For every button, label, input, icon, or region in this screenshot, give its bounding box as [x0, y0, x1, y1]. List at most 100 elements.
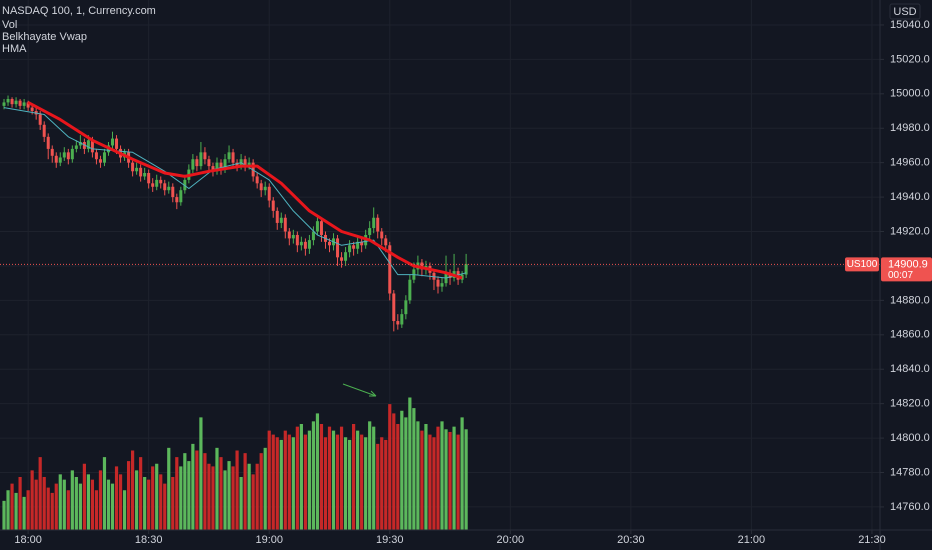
- candle-body: [38, 114, 42, 125]
- countdown-label: 00:07: [888, 270, 913, 281]
- volume-bar: [416, 421, 420, 530]
- candle-body: [271, 200, 275, 211]
- volume-bar: [167, 447, 171, 530]
- volume-bar: [139, 457, 143, 530]
- volume-bar: [267, 430, 271, 530]
- volume-bar: [207, 463, 211, 530]
- y-tick-label: 15020.0: [890, 53, 930, 65]
- price-tag: [881, 257, 932, 282]
- volume-bar: [110, 483, 115, 530]
- candle-body: [203, 152, 207, 160]
- volume-bar: [311, 421, 316, 530]
- volume-bar: [94, 490, 99, 530]
- candle-body: [263, 186, 267, 191]
- candle-body: [392, 293, 396, 322]
- volume-bar: [151, 466, 155, 530]
- volume-bar: [279, 439, 283, 530]
- legend-entry: Belkhayate Vwap: [2, 31, 87, 43]
- candle-body: [420, 262, 424, 270]
- volume-bar: [243, 453, 247, 530]
- volume-bar: [412, 408, 416, 530]
- candle-body: [46, 136, 50, 149]
- candle-body: [18, 100, 22, 106]
- candle-body: [54, 155, 58, 163]
- y-tick-label: 14860.0: [890, 329, 930, 341]
- candle-body: [259, 183, 263, 191]
- volume-bar: [456, 434, 460, 530]
- candle-body: [2, 102, 6, 106]
- volume-bar: [6, 490, 10, 530]
- volume-bar: [255, 463, 259, 530]
- candle-body: [211, 166, 215, 172]
- volume-bar: [98, 470, 103, 530]
- candle-body: [440, 283, 444, 287]
- volume-bar: [143, 477, 147, 530]
- candle-body: [14, 100, 18, 105]
- volume-bar: [42, 477, 46, 530]
- candle-body: [163, 183, 167, 191]
- volume-bar: [352, 424, 356, 530]
- volume-bar: [159, 474, 163, 530]
- candle-body: [30, 107, 34, 112]
- volume-bar: [319, 424, 324, 530]
- volume-bar: [315, 413, 320, 530]
- candle-body: [90, 140, 94, 153]
- symbol-label: US100: [847, 259, 878, 270]
- candle-body: [167, 186, 171, 191]
- candle-body: [175, 197, 179, 203]
- volume-bar: [380, 437, 384, 530]
- volume-bar: [239, 477, 243, 530]
- volume-bar: [283, 430, 287, 530]
- candle-body: [131, 162, 135, 172]
- candle-body: [159, 179, 163, 184]
- volume-bar: [46, 487, 50, 530]
- volume-bar: [102, 457, 107, 530]
- volume-bar: [247, 463, 251, 530]
- volume-bar: [118, 474, 123, 530]
- volume-bar: [432, 437, 436, 530]
- candle-body: [62, 152, 66, 158]
- arrow-annotation: [342, 383, 377, 397]
- volume-bar: [62, 479, 66, 530]
- candle-body: [380, 231, 384, 239]
- candle-body: [66, 152, 70, 160]
- volume-bar: [295, 426, 299, 530]
- volume-bar: [147, 479, 151, 530]
- volume-bar: [131, 450, 135, 530]
- candle-body: [400, 314, 404, 325]
- y-tick-label: 14920.0: [890, 225, 930, 237]
- volume-bar: [343, 437, 348, 530]
- x-tick-label: 21:30: [858, 534, 886, 546]
- candle-body: [436, 279, 440, 287]
- candle-body: [143, 172, 147, 177]
- candle-body: [10, 98, 14, 105]
- volume-bar: [424, 424, 428, 530]
- candle-body: [22, 102, 26, 106]
- price-tag-label: 14900.9: [888, 258, 928, 270]
- volume-bar: [195, 450, 199, 530]
- candle-body: [155, 179, 159, 187]
- y-tick-label: 14940.0: [890, 191, 930, 203]
- volume-bar: [82, 463, 86, 530]
- candle-body: [352, 245, 356, 249]
- currency-label: USD: [893, 6, 916, 18]
- volume-bar: [404, 417, 408, 530]
- volume-bar: [18, 477, 22, 530]
- y-tick-label: 15040.0: [890, 19, 930, 31]
- candle-body: [235, 162, 239, 167]
- candle-body: [376, 217, 380, 232]
- volume-bar: [444, 429, 448, 530]
- candle-body: [464, 264, 468, 275]
- volume-bar: [440, 421, 444, 530]
- volume-bar: [187, 461, 191, 530]
- volume-bar: [299, 424, 303, 530]
- x-tick-label: 19:00: [255, 534, 283, 546]
- volume-bar: [464, 429, 468, 530]
- candle-body: [58, 157, 62, 163]
- x-tick-label: 20:30: [617, 534, 645, 546]
- volume-bar: [38, 457, 42, 530]
- volume-bar: [307, 430, 312, 530]
- volume-bar: [287, 434, 291, 530]
- candle-body: [82, 142, 86, 149]
